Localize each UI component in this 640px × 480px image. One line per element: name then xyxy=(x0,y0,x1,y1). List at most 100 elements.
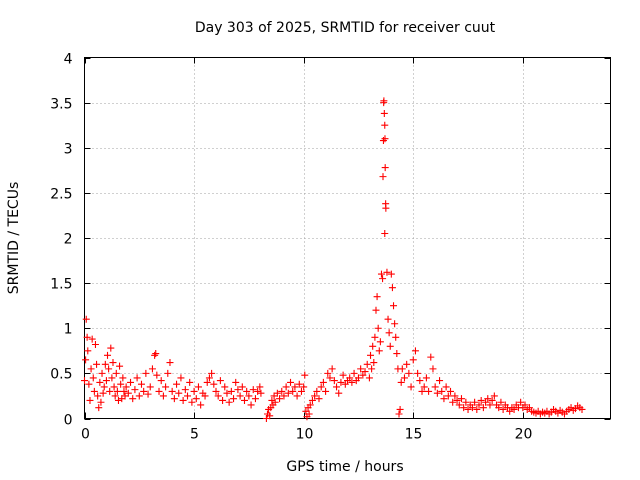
data-point xyxy=(376,338,384,346)
data-point xyxy=(369,342,377,350)
data-point xyxy=(116,362,124,370)
data-point xyxy=(256,383,264,391)
data-point xyxy=(431,383,439,391)
data-point xyxy=(249,386,257,394)
data-point xyxy=(395,410,403,418)
data-point xyxy=(368,365,376,373)
data-point xyxy=(350,369,358,377)
data-point xyxy=(386,342,394,350)
data-point xyxy=(84,347,92,355)
data-point xyxy=(157,377,165,385)
data-point xyxy=(396,405,404,413)
data-point xyxy=(517,398,525,406)
data-point xyxy=(240,396,248,404)
data-point xyxy=(289,387,297,395)
data-point xyxy=(83,333,91,341)
data-point xyxy=(414,369,422,377)
data-point xyxy=(137,380,145,388)
data-point xyxy=(273,389,281,397)
data-point xyxy=(232,378,240,386)
data-point xyxy=(142,369,150,377)
data-point xyxy=(227,387,235,395)
data-point xyxy=(330,377,338,385)
data-point xyxy=(159,392,167,400)
data-point xyxy=(407,383,415,391)
data-point xyxy=(173,380,181,388)
data-point xyxy=(354,374,362,382)
data-point xyxy=(319,378,327,386)
data-point xyxy=(94,392,102,400)
data-point xyxy=(471,398,479,406)
data-point xyxy=(460,404,468,412)
data-point xyxy=(98,369,106,377)
data-point xyxy=(339,371,347,379)
data-point xyxy=(371,333,379,341)
data-point xyxy=(87,365,95,373)
data-point xyxy=(385,329,393,337)
data-point xyxy=(497,398,505,406)
data-point xyxy=(140,387,148,395)
x-tick-label: 5 xyxy=(190,427,199,443)
data-point xyxy=(113,387,121,395)
data-point xyxy=(135,392,143,400)
data-point xyxy=(438,387,446,395)
data-point xyxy=(271,398,279,406)
data-point xyxy=(416,377,424,385)
data-point xyxy=(104,351,112,359)
data-point xyxy=(381,164,389,172)
x-axis: 0 5 10 15 20 xyxy=(81,57,533,443)
data-point xyxy=(214,392,222,400)
data-point xyxy=(317,383,325,391)
data-point xyxy=(208,369,216,377)
data-point xyxy=(280,392,288,400)
data-point xyxy=(525,404,533,412)
data-point xyxy=(357,365,365,373)
data-point xyxy=(305,410,313,418)
data-point xyxy=(119,374,127,382)
data-point xyxy=(99,389,107,397)
data-point xyxy=(397,378,405,386)
data-point xyxy=(91,340,99,348)
data-point xyxy=(373,293,381,301)
data-point xyxy=(380,97,388,105)
data-point xyxy=(400,374,408,382)
data-point xyxy=(403,360,411,368)
data-point xyxy=(297,387,305,395)
data-point xyxy=(109,359,117,367)
data-point xyxy=(348,378,356,386)
data-point xyxy=(278,387,286,395)
data-point xyxy=(192,395,200,403)
data-point xyxy=(384,315,392,323)
data-point xyxy=(102,377,110,385)
data-point xyxy=(390,302,398,310)
data-point xyxy=(379,137,387,145)
data-point xyxy=(381,229,389,237)
y-tick-label: 0 xyxy=(64,413,73,429)
y-tick-label: 3 xyxy=(64,142,73,158)
data-point xyxy=(308,396,316,404)
data-point xyxy=(429,365,437,373)
data-point xyxy=(391,320,399,328)
data-point xyxy=(442,383,450,391)
y-tick-label: 1 xyxy=(64,322,73,338)
data-point xyxy=(484,395,492,403)
data-point xyxy=(146,383,154,391)
data-point xyxy=(455,401,463,409)
data-point xyxy=(100,383,108,391)
data-point xyxy=(420,383,428,391)
data-point xyxy=(333,383,341,391)
data-point xyxy=(96,378,104,386)
data-point xyxy=(324,369,332,377)
data-point xyxy=(374,324,382,332)
data-point xyxy=(148,365,156,373)
data-point xyxy=(510,405,518,413)
data-point xyxy=(243,387,251,395)
data-point xyxy=(97,398,105,406)
data-point xyxy=(383,268,391,276)
x-tick-label: 10 xyxy=(296,427,314,443)
data-point xyxy=(301,371,309,379)
data-point xyxy=(337,378,345,386)
x-tick-label: 15 xyxy=(405,427,423,443)
x-tick-label: 20 xyxy=(515,427,533,443)
data-point xyxy=(266,412,274,420)
